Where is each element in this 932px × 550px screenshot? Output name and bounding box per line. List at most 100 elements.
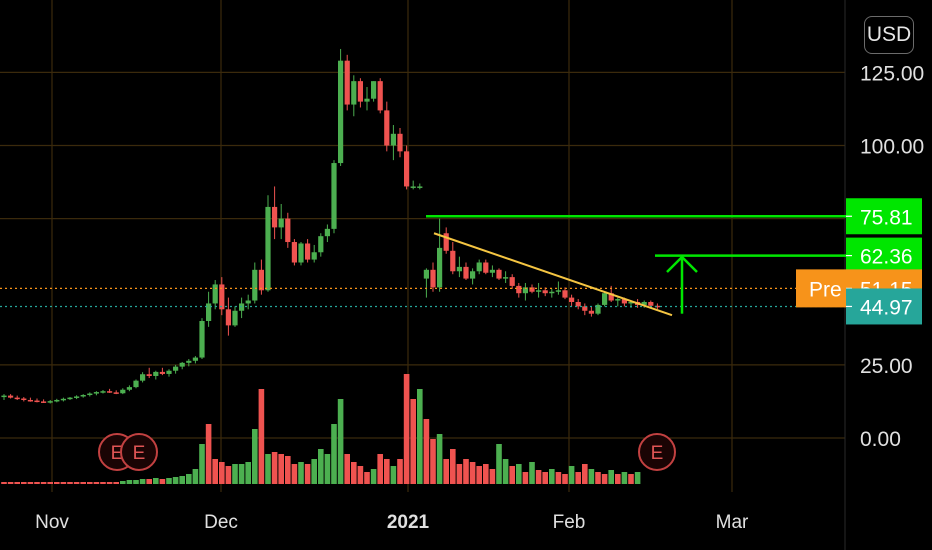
candle-body <box>87 393 93 396</box>
candle-body <box>476 262 482 272</box>
volume-bar <box>106 482 113 484</box>
candle-body <box>146 374 152 376</box>
candle-body <box>212 284 218 304</box>
candle-body <box>54 399 60 402</box>
price-badge <box>846 237 922 274</box>
candle-body <box>291 242 297 263</box>
volume-bar <box>601 474 608 484</box>
candle-body <box>463 266 469 279</box>
volume-bar <box>291 464 298 484</box>
candle-body <box>41 401 47 403</box>
candle-body <box>113 392 119 394</box>
candle-body <box>384 110 390 146</box>
price-badge <box>846 198 922 235</box>
candle-body <box>232 310 238 326</box>
volume-bar <box>304 464 311 484</box>
volume-bar <box>364 472 370 484</box>
volume-bar <box>516 464 522 484</box>
earnings-marker-label: E <box>651 443 664 464</box>
volume-bar <box>219 462 225 484</box>
candle-body <box>575 301 581 307</box>
candle-body <box>443 233 449 251</box>
candle-body <box>179 362 185 367</box>
candle-body <box>417 186 423 188</box>
candle-body <box>489 269 495 273</box>
volume-bar <box>93 482 100 484</box>
candle-body <box>166 370 172 374</box>
candle-body <box>120 389 126 394</box>
volume-bar <box>608 470 614 484</box>
candle-body <box>206 303 212 321</box>
volume-bar <box>403 374 410 484</box>
candle-body <box>199 321 205 358</box>
volume-bar <box>100 482 106 484</box>
candle-body <box>562 290 568 298</box>
price-tick-label: 0.00 <box>860 428 901 451</box>
volume-bar <box>285 456 291 484</box>
premarket-label: Pre <box>809 278 842 301</box>
volume-bar <box>271 452 278 484</box>
candle-body <box>549 291 555 294</box>
volume-bar <box>7 482 14 484</box>
candle-body <box>404 151 410 187</box>
volume-bar <box>443 459 449 484</box>
volume-bar <box>555 472 562 484</box>
volume-bar <box>423 419 430 484</box>
candle-body <box>80 395 86 397</box>
candle-body <box>173 366 179 371</box>
volume-bar <box>126 480 133 484</box>
candle-body <box>252 269 258 301</box>
earnings-marker <box>638 433 676 471</box>
candle-body <box>615 299 621 301</box>
volume-bar <box>179 476 185 484</box>
volume-bar <box>1 482 7 484</box>
volume-bar <box>133 480 139 484</box>
volume-bar <box>410 399 416 484</box>
time-axis-label: Nov <box>35 512 69 533</box>
volume-bar <box>47 482 53 484</box>
price-badge <box>846 288 922 325</box>
candle-body <box>153 371 159 376</box>
candle-body <box>437 247 443 288</box>
candle-body <box>628 301 634 304</box>
currency-button[interactable]: USD <box>864 16 914 54</box>
candle-body <box>133 380 139 388</box>
candle-body <box>344 60 350 105</box>
candle-body <box>305 243 311 260</box>
volume-bar <box>252 429 258 484</box>
candle-body <box>509 277 515 286</box>
volume-bar <box>238 464 245 484</box>
volume-bar <box>615 474 621 484</box>
candle-body <box>522 287 528 294</box>
volume-bar <box>80 482 86 484</box>
candle-body <box>516 285 522 294</box>
volume-bar <box>476 466 482 484</box>
candle-body <box>483 262 489 273</box>
candle-body <box>430 269 436 288</box>
volume-bar <box>166 478 172 484</box>
candle-body <box>450 250 456 272</box>
volume-bar <box>390 466 397 484</box>
candle-body <box>107 391 113 393</box>
candle-body <box>318 236 324 253</box>
candle-body <box>555 290 561 292</box>
candle-body <box>569 297 575 302</box>
volume-bar <box>265 454 271 484</box>
volume-bar <box>568 466 575 484</box>
volume-bar <box>146 479 152 484</box>
volume-bar <box>27 482 34 484</box>
time-axis-label: Feb <box>553 512 586 533</box>
candle-body <box>74 396 80 398</box>
volume-bar <box>529 462 535 484</box>
candle-body <box>47 401 53 403</box>
candle-body <box>285 218 291 243</box>
volume-bar <box>483 464 489 484</box>
candle-body <box>588 310 594 314</box>
volume-bar <box>225 466 232 484</box>
volume-bar <box>153 478 159 484</box>
volume-bar <box>120 481 126 484</box>
volume-bar <box>377 454 383 484</box>
candle-body <box>357 81 363 102</box>
candle-body <box>67 397 73 400</box>
